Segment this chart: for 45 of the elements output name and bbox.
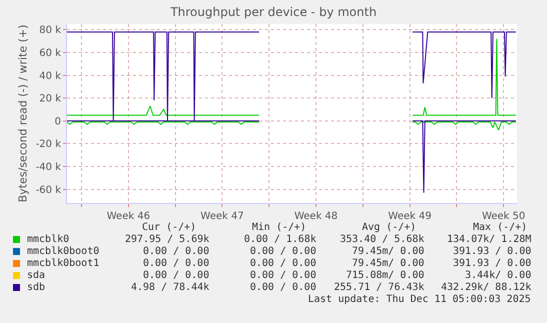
text: 255.71 / 76.43k bbox=[334, 282, 424, 293]
text: 353.40 / 5.68k bbox=[340, 234, 424, 245]
legend-label: sda bbox=[27, 270, 46, 281]
text: 391.93 / 0.00 bbox=[453, 258, 532, 269]
legend-label: mmcblk0 bbox=[27, 234, 70, 245]
text: 134.07k/ 1.28M bbox=[447, 234, 532, 245]
y-tick-label: 20 k bbox=[39, 94, 62, 105]
x-tick-label: Week 47 bbox=[200, 211, 244, 222]
text: Max (-/+) bbox=[473, 222, 528, 233]
y-tick-label: 60 k bbox=[39, 48, 62, 59]
text: 391.93 / 0.00 bbox=[453, 246, 532, 257]
text: 297.95 / 5.69k bbox=[125, 234, 210, 245]
text: Last update: Thu Dec 11 05:00:03 2025 bbox=[308, 294, 531, 305]
y-tick-label: 80 k bbox=[39, 25, 62, 36]
text: 0.00 / 1.68k bbox=[244, 234, 316, 245]
legend-label: mmcblk0boot0 bbox=[27, 246, 100, 257]
text: Avg (-/+) bbox=[362, 222, 416, 233]
text: 715.08m/ 0.00 bbox=[346, 270, 424, 281]
text: Min (-/+) bbox=[252, 222, 306, 233]
x-tick-label: Week 48 bbox=[294, 211, 338, 222]
text: 3.44k/ 0.00 bbox=[465, 270, 532, 281]
legend-label: sdb bbox=[27, 282, 46, 293]
y-tick-label: 0 bbox=[54, 116, 61, 128]
y-tick-label: -40 k bbox=[36, 162, 62, 174]
x-tick-label: Week 49 bbox=[388, 211, 432, 222]
text: 0.00 / 0.00 bbox=[250, 258, 316, 269]
y-tick-label: 40 k bbox=[39, 70, 62, 82]
text: 0.00 / 0.00 bbox=[143, 270, 210, 281]
text: 4.98 / 78.44k bbox=[131, 282, 210, 293]
text: 0.00 / 0.00 bbox=[250, 246, 316, 257]
text: 79.45m/ 0.00 bbox=[352, 258, 424, 269]
text: 0.00 / 0.00 bbox=[143, 258, 210, 269]
text: 0.00 / 0.00 bbox=[250, 282, 316, 293]
x-tick-label: Week 50 bbox=[482, 211, 526, 222]
legend-label: mmcblk0boot1 bbox=[27, 258, 100, 269]
y-tick-label: -60 k bbox=[36, 184, 62, 196]
text: 432.29k/ 88.12k bbox=[441, 282, 532, 293]
x-tick-label: Week 46 bbox=[106, 211, 150, 222]
chart-title: Throughput per device - by month bbox=[169, 5, 377, 20]
y-tick-label: -20 k bbox=[36, 139, 62, 150]
y-axis-title: Bytes/second read (-) / write (+) bbox=[16, 24, 30, 202]
text: 79.45m/ 0.00 bbox=[352, 246, 424, 257]
text: Cur (-/+) bbox=[142, 222, 196, 233]
text: 0.00 / 0.00 bbox=[143, 246, 210, 257]
text: 0.00 / 0.00 bbox=[250, 270, 316, 281]
